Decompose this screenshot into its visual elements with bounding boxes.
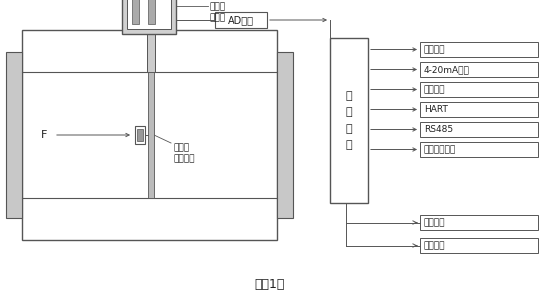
Bar (277, 52, 293, 218)
Bar (420, 238, 538, 253)
Text: 液晶显示: 液晶显示 (424, 45, 446, 54)
Text: RS485: RS485 (424, 125, 453, 134)
Bar (6, 52, 22, 218)
Text: 阻流件
（靶片）: 阻流件 （靶片） (173, 143, 195, 164)
Bar (215, 12, 267, 28)
Bar (420, 142, 538, 157)
Bar (420, 62, 538, 77)
Bar (127, 0, 171, 29)
Bar (420, 122, 538, 137)
Bar (148, 0, 155, 24)
Bar (137, 129, 143, 141)
Text: F: F (41, 130, 47, 140)
Text: 微
处
理
器: 微 处 理 器 (346, 91, 353, 150)
Bar (135, 126, 145, 144)
Bar (122, 0, 176, 34)
Bar (420, 82, 538, 97)
Text: 脉冲输出: 脉冲输出 (424, 85, 446, 94)
Text: AD转换: AD转换 (228, 15, 254, 25)
Text: 4-20mA输出: 4-20mA输出 (424, 65, 470, 74)
Bar (147, 34, 155, 72)
Bar (132, 0, 139, 24)
Bar (22, 30, 277, 240)
Text: HART: HART (424, 105, 448, 114)
Bar (420, 215, 538, 230)
Bar (420, 102, 538, 117)
Bar (148, 72, 154, 198)
Text: （图1）: （图1） (255, 279, 285, 291)
Text: 红外置零开关: 红外置零开关 (424, 145, 456, 154)
Text: 双电容
传感器: 双电容 传感器 (210, 2, 226, 23)
Bar (330, 38, 368, 203)
Text: 温度采集: 温度采集 (424, 241, 446, 250)
Bar (420, 42, 538, 57)
Text: 压力采集: 压力采集 (424, 218, 446, 227)
